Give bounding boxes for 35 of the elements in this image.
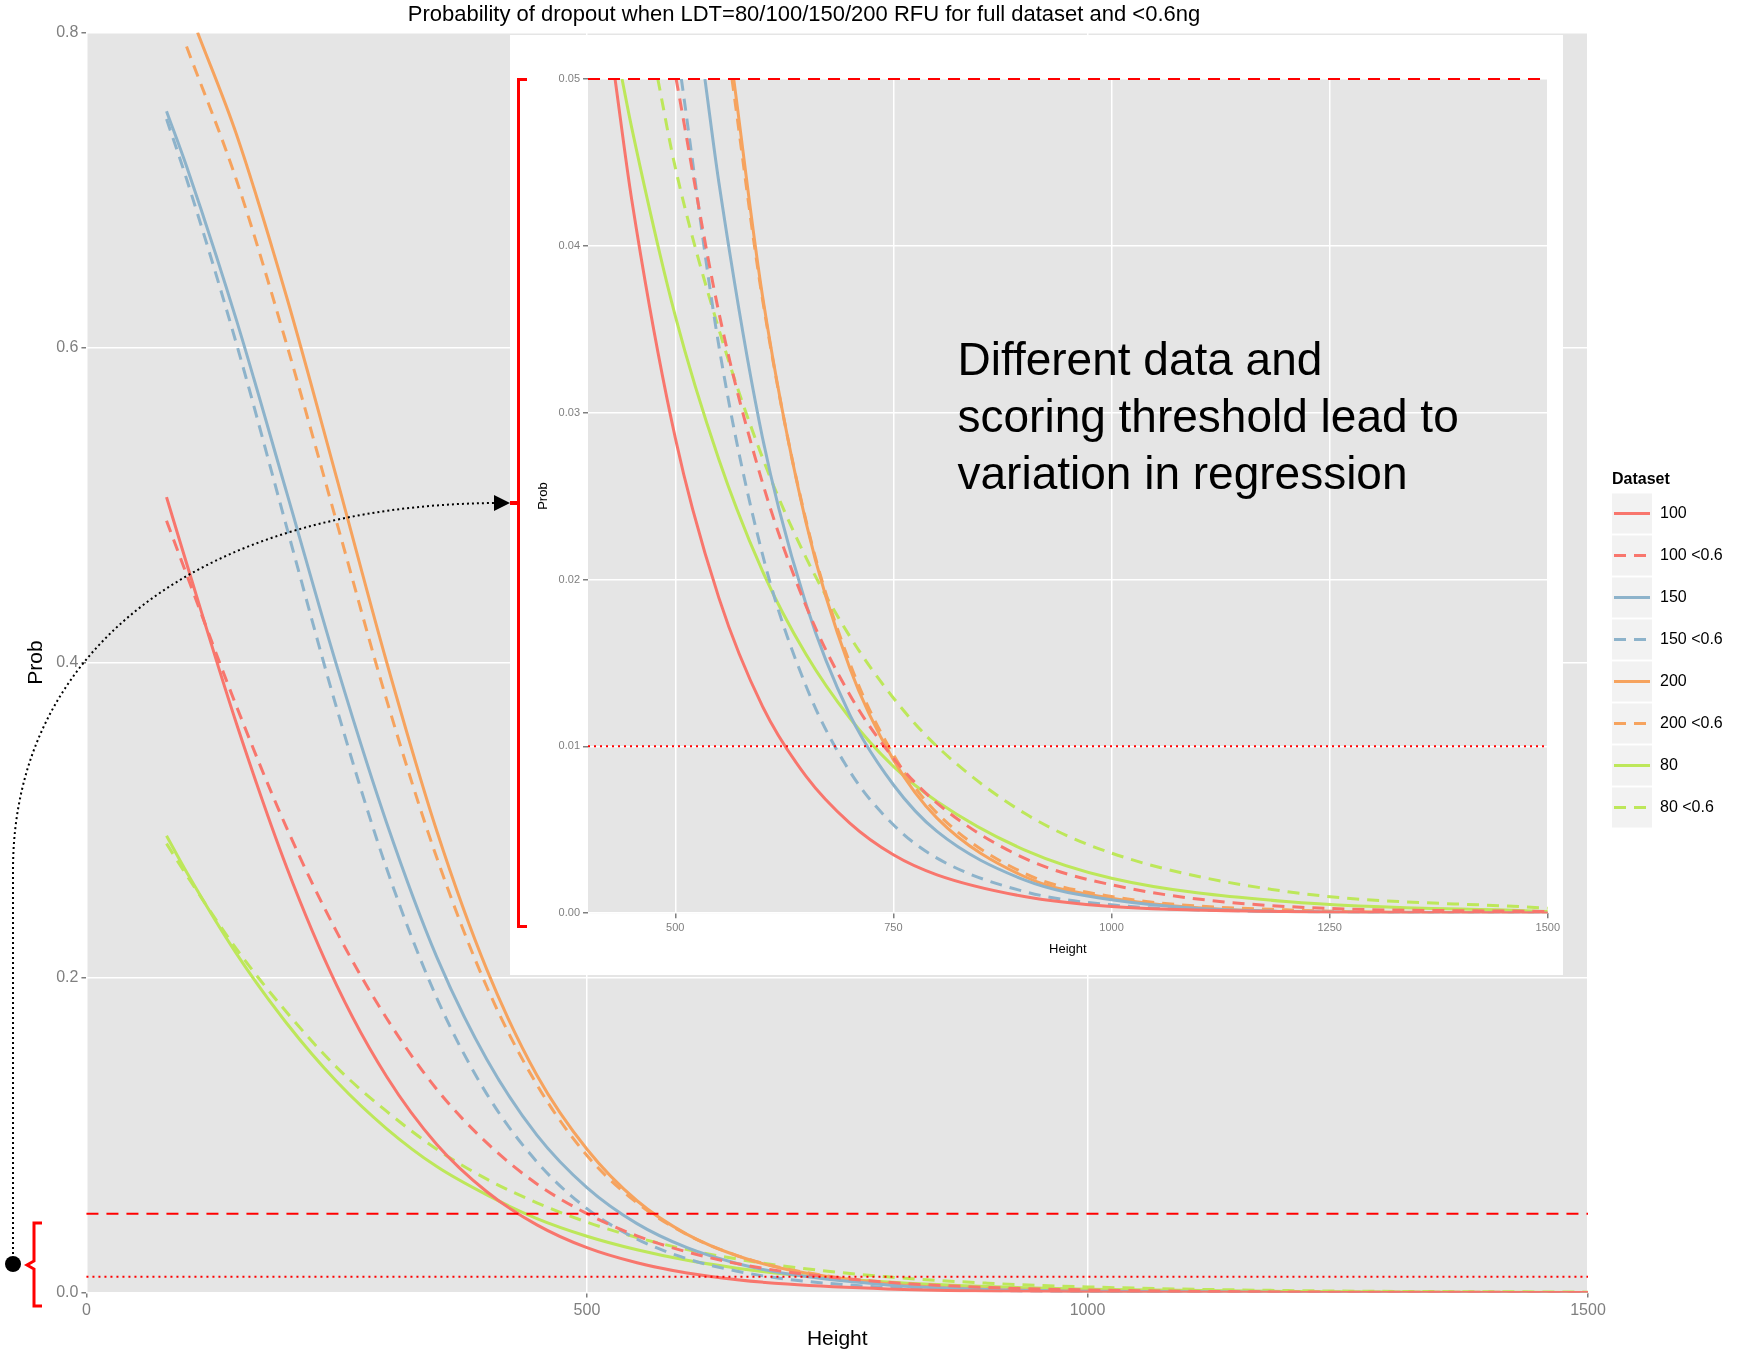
y-axis-title: Prob	[23, 640, 47, 685]
x-tick-label: 1500	[1570, 1300, 1606, 1318]
y-tick-label: 0.01	[558, 739, 581, 752]
legend-label: 100	[1660, 503, 1687, 521]
y-tick-label: 0.04	[558, 238, 581, 251]
y-tick-label: 0.4	[56, 652, 79, 670]
y-tick-label: 0.0	[56, 1283, 79, 1301]
x-tick-label: 0	[81, 1300, 91, 1318]
legend-title: Dataset	[1612, 469, 1671, 487]
y-tick-label: 0.02	[558, 572, 581, 585]
legend-label: 150	[1660, 587, 1687, 605]
y-tick-label: 0.6	[56, 337, 79, 355]
y-tick-label: 0.05	[558, 72, 581, 85]
y-tick-label: 0.8	[56, 22, 79, 40]
x-axis-title: Height	[1049, 940, 1088, 956]
x-axis-title: Height	[806, 1326, 868, 1350]
legend-label: 200 <0.6	[1660, 713, 1723, 731]
annotation: Different data and scoring threshold lead to variation in regression	[957, 333, 1459, 500]
legend-label: 100 <0.6	[1660, 545, 1723, 563]
legend-label: 80 <0.6	[1660, 797, 1714, 815]
x-tick-label: 1500	[1535, 920, 1561, 933]
y-tick-label: 0.03	[558, 405, 581, 418]
chart-title: Probability of dropout when LDT=80/100/150/200 RFU for full dataset and <0.6ng	[407, 1, 1201, 27]
x-tick-label: 1250	[1317, 920, 1342, 933]
x-tick-label: 750	[884, 920, 903, 933]
x-tick-label: 500	[573, 1300, 601, 1318]
x-tick-label: 500	[666, 920, 685, 933]
y-tick-label: 0.2	[56, 967, 79, 985]
y-axis-title: Prob	[535, 482, 551, 510]
y-tick-label: 0.00	[558, 906, 581, 919]
x-tick-label: 1000	[1099, 920, 1124, 933]
x-tick-label: 1000	[1069, 1300, 1106, 1318]
legend-label: 200	[1660, 671, 1687, 689]
legend-label: 80	[1660, 755, 1678, 773]
legend-label: 150 <0.6	[1660, 629, 1723, 647]
